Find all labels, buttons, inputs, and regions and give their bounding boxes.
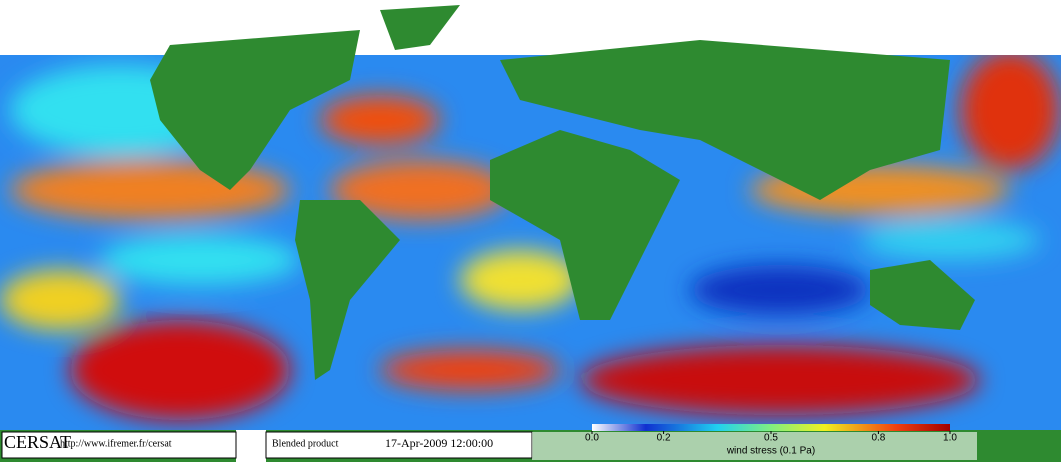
footer-gap <box>236 430 266 462</box>
logo: CERSAT <box>4 432 71 452</box>
footer-box <box>265 431 533 459</box>
colorbar-tick-label: 0.2 <box>657 433 671 444</box>
colorbar-box <box>532 432 977 460</box>
colorbar <box>592 424 950 431</box>
url: http://www.ifremer.fr/cersat <box>60 438 172 449</box>
colorbar-tick-label: 0.0 <box>585 433 599 444</box>
footer-box <box>1 431 237 459</box>
date: 17-Apr-2009 12:00:00 <box>385 436 493 450</box>
colorbar-label: wind stress (0.1 Pa) <box>726 446 815 457</box>
colorbar-tick-label: 1.0 <box>943 433 957 444</box>
colorbar-tick-label: 0.5 <box>764 433 778 444</box>
colorbar-tick-label: 0.8 <box>871 433 885 444</box>
product: Blended product <box>272 438 339 449</box>
